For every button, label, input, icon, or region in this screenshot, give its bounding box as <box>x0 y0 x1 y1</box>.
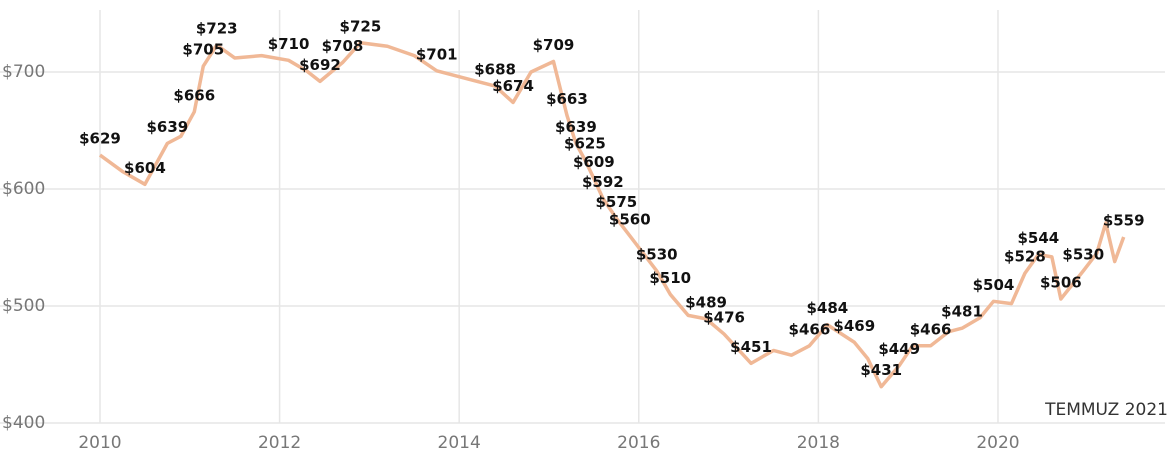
data-label: $666 <box>173 86 215 104</box>
data-label: $663 <box>546 90 588 108</box>
data-label: $466 <box>910 320 952 338</box>
data-label: $530 <box>1062 245 1104 263</box>
data-label: $688 <box>474 61 516 79</box>
data-label: $544 <box>1018 229 1060 247</box>
data-label: $725 <box>340 17 382 35</box>
data-label: $709 <box>533 36 575 54</box>
data-label: $559 <box>1103 211 1145 229</box>
x-tick-label: 2020 <box>976 433 1019 453</box>
data-label: $575 <box>595 193 637 211</box>
data-label: $476 <box>703 309 745 327</box>
y-tick-label: $700 <box>2 62 45 82</box>
data-label: $504 <box>973 276 1015 294</box>
data-label: $484 <box>806 299 848 317</box>
annotation: TEMMUZ 2021 <box>1044 400 1168 420</box>
y-tick-label: $400 <box>2 413 45 433</box>
x-tick-label: 2014 <box>438 433 481 453</box>
data-label: $705 <box>182 41 224 59</box>
data-label: $510 <box>649 269 691 287</box>
y-tick-label: $600 <box>2 179 45 199</box>
line <box>98 41 1126 389</box>
data-label: $708 <box>322 37 364 55</box>
data-label: $530 <box>636 245 678 263</box>
data-label: $609 <box>573 153 615 171</box>
data-label: $692 <box>299 56 341 74</box>
y-tick-label: $500 <box>2 296 45 316</box>
data-label: $431 <box>860 361 902 379</box>
data-label: $451 <box>730 338 772 356</box>
data-label: $710 <box>268 35 310 53</box>
data-label: $469 <box>833 317 875 335</box>
x-tick-label: 2012 <box>258 433 301 453</box>
data-label: $449 <box>878 340 920 358</box>
data-label: $481 <box>941 303 983 321</box>
data-label: $625 <box>564 134 606 152</box>
data-label: $604 <box>124 159 166 177</box>
data-label: $489 <box>685 293 727 311</box>
data-label: $701 <box>416 45 458 63</box>
data-label: $639 <box>146 118 188 136</box>
data-label: $560 <box>609 210 651 228</box>
data-label: $674 <box>492 77 534 95</box>
data-label: $528 <box>1004 248 1046 266</box>
data-label: $629 <box>79 130 121 148</box>
data-label: $466 <box>789 320 831 338</box>
x-tick-label: 2016 <box>617 433 660 453</box>
data-label: $506 <box>1040 273 1082 291</box>
grid <box>0 10 1165 424</box>
x-tick-label: 2018 <box>797 433 840 453</box>
data-label: $639 <box>555 118 597 136</box>
x-tick-label: 2010 <box>78 433 121 453</box>
data-label: $592 <box>582 173 624 191</box>
data-label: $723 <box>196 20 238 38</box>
